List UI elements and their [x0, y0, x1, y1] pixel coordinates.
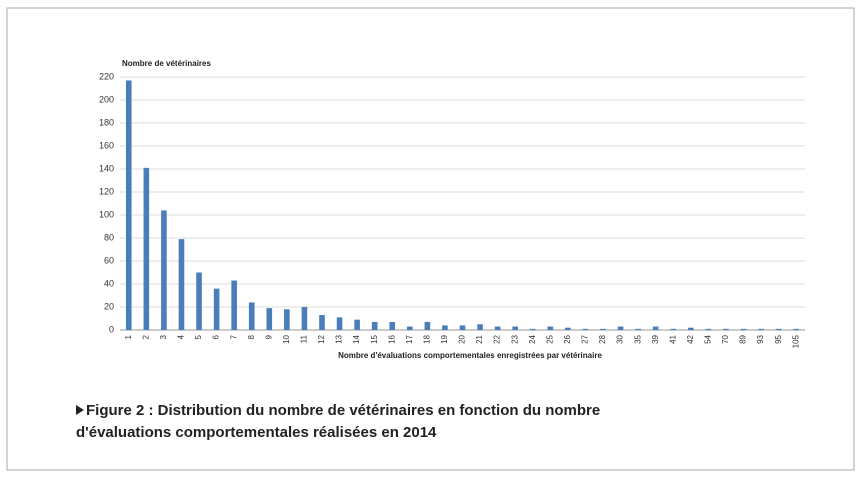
bar [688, 327, 694, 330]
bar [301, 307, 308, 330]
caption-line: d'évaluations comportementales réalisées… [76, 424, 437, 441]
bar [213, 288, 220, 330]
x-tick-label: 21 [475, 334, 484, 343]
y-tick-label: 160 [99, 140, 114, 150]
bar [529, 328, 536, 330]
bar [336, 317, 343, 330]
x-tick-label: 105 [791, 334, 800, 348]
x-tick-label: 20 [458, 334, 467, 343]
x-tick-label: 18 [422, 334, 431, 343]
x-tick-label: 27 [581, 334, 590, 343]
x-tick-label: 14 [352, 334, 361, 343]
x-tick-label: 3 [159, 334, 168, 339]
y-tick-label: 80 [104, 232, 114, 242]
x-tick-label: 2 [141, 334, 150, 339]
bar [758, 328, 764, 330]
x-tick-label: 19 [440, 334, 449, 343]
x-tick-label: 16 [387, 334, 396, 343]
bar [793, 328, 800, 330]
bar [231, 280, 237, 330]
bar [389, 321, 396, 330]
bar [424, 321, 431, 330]
y-tick-label: 40 [104, 278, 114, 288]
bar [652, 326, 659, 330]
x-tick-label: 25 [545, 334, 554, 343]
bar [196, 272, 202, 330]
bar [740, 328, 747, 330]
bar [266, 308, 273, 330]
x-axis-title: Nombre d'évaluations comportementales en… [338, 351, 602, 360]
bar [143, 167, 150, 330]
bar [582, 328, 589, 330]
x-tick-label: 8 [247, 334, 256, 339]
bar [459, 325, 466, 330]
bar [125, 80, 132, 330]
x-tick-label: 41 [668, 334, 677, 343]
bar [547, 326, 554, 330]
x-tick-label: 54 [704, 334, 713, 343]
x-tick-label: 12 [317, 334, 326, 343]
x-tick-label: 70 [721, 334, 730, 343]
x-tick-label: 89 [739, 334, 748, 343]
bar [371, 321, 378, 330]
y-tick-label: 220 [99, 71, 114, 81]
bar [407, 326, 413, 330]
x-tick-label: 4 [177, 334, 186, 339]
x-tick-label: 10 [282, 334, 291, 343]
y-tick-label: 200 [99, 94, 114, 104]
y-tick-label: 20 [104, 301, 114, 311]
bar [635, 328, 641, 330]
x-tick-label: 26 [563, 334, 572, 343]
bar [161, 210, 167, 330]
x-tick-label: 23 [510, 334, 519, 343]
bar [600, 328, 606, 330]
x-tick-label: 95 [774, 334, 783, 343]
x-tick-label: 28 [598, 334, 607, 343]
x-tick-label: 39 [651, 334, 660, 343]
bar [512, 326, 518, 330]
y-tick-label: 180 [99, 117, 114, 127]
bar [284, 309, 290, 330]
bar [319, 315, 325, 330]
x-tick-label: 7 [229, 334, 238, 339]
x-tick-label: 15 [370, 334, 379, 343]
bar [723, 328, 729, 330]
x-tick-label: 6 [212, 334, 221, 339]
x-tick-label: 30 [616, 334, 625, 343]
bar [775, 328, 782, 330]
y-axis-title: Nombre de vétérinaires [122, 59, 211, 68]
bar [442, 325, 448, 330]
y-tick-label: 140 [99, 163, 114, 173]
bar [617, 326, 624, 330]
bar [178, 239, 185, 330]
y-tick-label: 120 [99, 186, 114, 196]
x-tick-label: 9 [264, 334, 273, 339]
bar [354, 319, 360, 330]
x-tick-label: 42 [686, 334, 695, 343]
bar [248, 302, 255, 330]
x-tick-label: 17 [405, 334, 414, 343]
y-tick-label: 0 [109, 324, 114, 334]
bar [705, 328, 712, 330]
x-tick-label: 5 [194, 334, 203, 339]
x-tick-label: 22 [493, 334, 502, 343]
caption-marker [76, 405, 84, 415]
bar [565, 327, 571, 330]
bar [477, 324, 483, 330]
bar [494, 326, 501, 330]
x-tick-label: 1 [124, 334, 133, 339]
caption-line: Figure 2 : Distribution du nombre de vét… [86, 402, 600, 419]
y-tick-label: 60 [104, 255, 114, 265]
x-tick-label: 93 [756, 334, 765, 343]
x-tick-label: 11 [300, 334, 309, 343]
bar [670, 328, 677, 330]
x-tick-label: 35 [633, 334, 642, 343]
x-tick-label: 13 [335, 334, 344, 343]
y-tick-label: 100 [99, 209, 114, 219]
x-tick-label: 24 [528, 334, 537, 343]
